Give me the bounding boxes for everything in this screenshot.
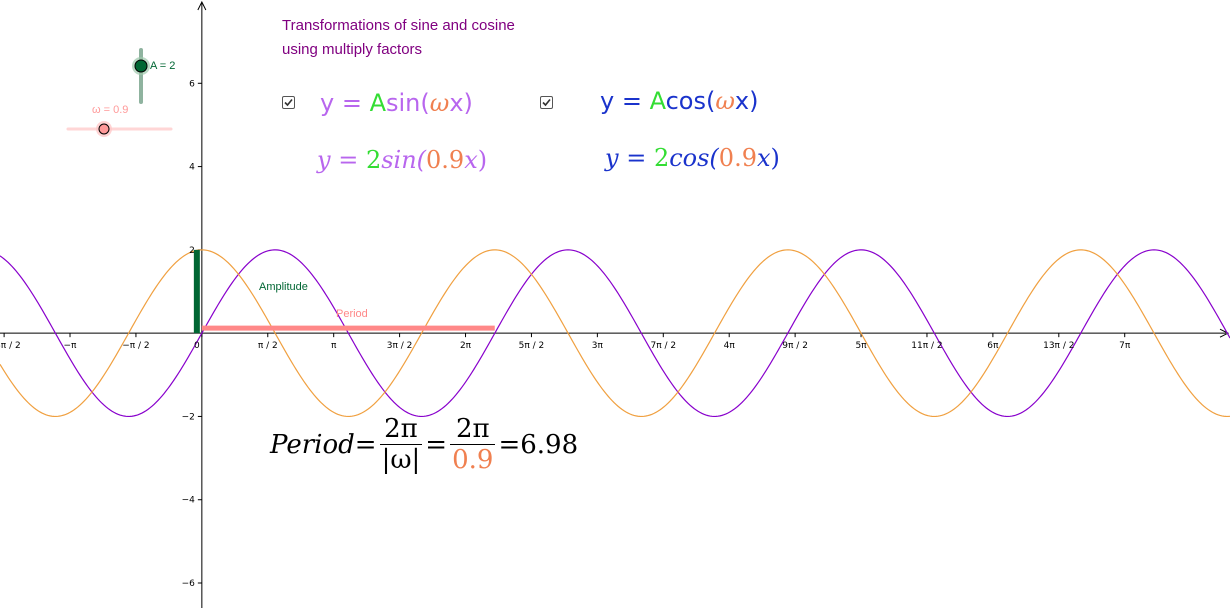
equation-cos-general: y = Acos(ωx)	[600, 87, 759, 115]
slider-A-knob[interactable]	[134, 59, 148, 73]
x-tick-label: 4π	[724, 341, 736, 351]
slider-A[interactable]	[132, 48, 150, 104]
y-tick-label: 6	[189, 79, 195, 89]
y-tick-label: −4	[182, 496, 196, 506]
equation-cos-value: y = 2cos(0.9x)	[605, 144, 780, 172]
y-tick-label: 4	[189, 163, 195, 173]
x-axis-arrow	[1219, 328, 1230, 338]
x-tick-label: 3π / 2	[387, 341, 413, 351]
x-tick-label: 2π	[460, 341, 472, 351]
page-title-line1: Transformations of sine and cosine	[282, 17, 515, 34]
x-tick-label: −π / 2	[122, 341, 149, 351]
equation-sine-general: y = Asin(ωx)	[320, 89, 473, 117]
slider-omega[interactable]	[66, 121, 173, 137]
slider-A-label: A = 2	[150, 60, 176, 72]
y-tick-label: 2	[189, 246, 195, 256]
checkbox-sine[interactable]	[282, 96, 295, 109]
x-tick-label: 5π / 2	[519, 341, 545, 351]
cosine-curve	[0, 249, 1230, 418]
x-tick-label: 7π	[1119, 341, 1131, 351]
amplitude-label: Amplitude	[259, 281, 308, 293]
equation-sine-value: y = 2sin(0.9x)	[317, 146, 488, 174]
x-tick-label: 9π / 2	[782, 341, 808, 351]
x-tick-label: −3π / 2	[0, 341, 21, 351]
x-tick-label: 11π / 2	[911, 341, 942, 351]
x-tick-label: −π	[64, 341, 78, 351]
x-tick-label: 13π / 2	[1043, 341, 1074, 351]
slider-omega-label: ω = 0.9	[92, 104, 129, 116]
y-tick-label: −2	[182, 412, 195, 422]
x-tick-label: π	[331, 341, 337, 351]
slider-omega-knob[interactable]	[98, 123, 110, 135]
x-tick-label: π / 2	[258, 341, 278, 351]
x-tick-label: 5π	[855, 341, 867, 351]
page-title-line2: using multiply factors	[282, 41, 423, 58]
y-tick-label: −6	[182, 579, 196, 589]
period-label: Period	[336, 308, 368, 320]
x-tick-label: 0	[194, 341, 200, 351]
period-formula: Period = 2π |ω| = 2π 0.9 = 6.98	[270, 414, 579, 475]
segments	[193, 249, 495, 334]
checkmark-icon	[284, 98, 293, 107]
checkbox-cosine[interactable]	[540, 96, 553, 109]
y-axis-arrow	[197, 0, 207, 11]
tick-labels: −3π / 2 −π −π / 2 0 π / 2 π 3π / 2 2π 5π / 2 3π 7π…	[0, 79, 1131, 589]
x-tick-label: 6π	[987, 341, 999, 351]
x-tick-label: 7π / 2	[650, 341, 676, 351]
x-tick-label: 3π	[592, 341, 604, 351]
checkmark-icon	[542, 98, 551, 107]
